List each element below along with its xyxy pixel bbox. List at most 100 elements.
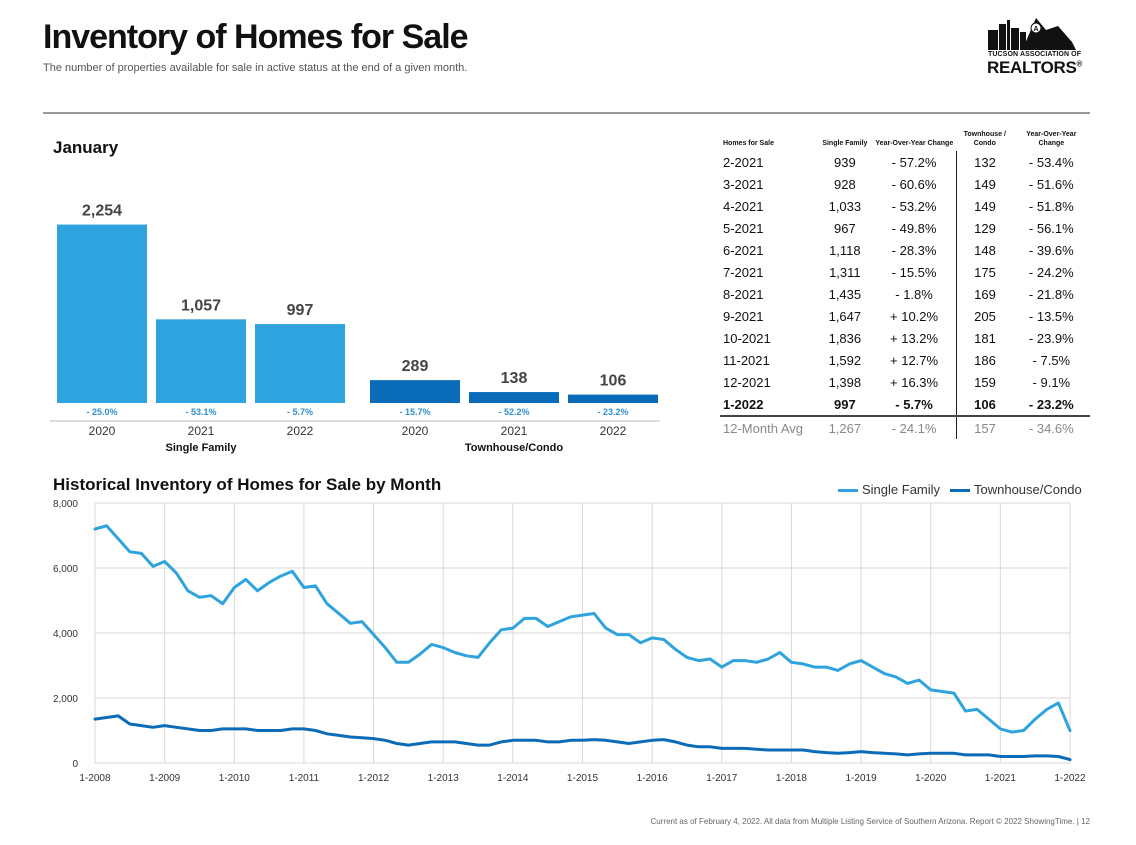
logo-word: REALTORS (987, 58, 1077, 77)
table-cell: 967 (834, 220, 856, 236)
bar-yoy-label: - 15.7% (399, 407, 430, 417)
table-cell: 1,836 (828, 330, 862, 346)
bar-yoy-label: - 25.0% (86, 407, 117, 417)
table-cell: 159 (974, 374, 996, 390)
table-cell: 939 (834, 154, 856, 170)
bar-yoy-label: - 52.2% (498, 407, 529, 417)
table-cell: - 53.4% (1028, 154, 1074, 170)
table-cell: 9-2021 (723, 308, 764, 324)
x-tick-label: 1-2013 (428, 773, 460, 784)
page-subtitle: The number of properties available for s… (43, 62, 468, 74)
x-tick-label: 1-2021 (985, 773, 1017, 784)
table-cell: - 24.1% (871, 415, 958, 439)
table-cell: 132 (974, 154, 996, 170)
table-cell: 175 (974, 264, 996, 280)
bar-year-label: 2020 (402, 424, 429, 438)
january-bar-chart: 2,254 - 25.0% 2020 1,057 - 53.1% 2021 997 - 5.7… (50, 203, 660, 454)
table-row: 11-2021 1,592 + 12.7% 186 - 7.5% (720, 349, 1090, 371)
bar-townhouse-condo-2020 (370, 380, 460, 403)
x-tick-label: 1-2019 (846, 773, 878, 784)
table-cell: - 5.7% (871, 393, 958, 416)
logo-badge-letter: A (1033, 26, 1038, 33)
table-cell: 6-2021 (723, 242, 764, 258)
col-header-sf-yoy: Year-Over-Year Change (875, 140, 954, 147)
table-cell: 8-2021 (723, 286, 764, 302)
bar-single-family-2021 (156, 319, 246, 403)
col-header-th-yoy: Year-Over-Year Change (1026, 131, 1077, 147)
bar-year-label: 2022 (287, 424, 314, 438)
table-cell: - 60.6% (871, 173, 958, 195)
table-cell: - 51.6% (1028, 176, 1074, 192)
table-cell: - 39.6% (1028, 242, 1074, 258)
table-row: 7-2021 1,311 - 15.5% 175 - 24.2% (720, 261, 1090, 283)
table-row: 12-2021 1,398 + 16.3% 159 - 9.1% (720, 371, 1090, 393)
x-tick-label: 1-2017 (706, 773, 738, 784)
table-cell: 3-2021 (723, 176, 764, 192)
table-cell: 1,118 (829, 242, 861, 258)
table-cell: - 21.8% (1028, 286, 1074, 302)
x-tick-label: 1-2009 (149, 773, 181, 784)
x-tick-label: 1-2015 (567, 773, 599, 784)
legend-single-family: Single Family (838, 482, 940, 497)
table-cell: 1,592 (828, 352, 862, 368)
bar-value-label: 138 (501, 370, 528, 387)
table-cell: 12-Month Avg (720, 415, 819, 439)
y-tick-label: 0 (72, 759, 78, 770)
col-header-homes: Homes for Sale (723, 140, 774, 147)
legend-label-townhouse: Townhouse/Condo (974, 482, 1082, 497)
table-cell: 148 (974, 242, 996, 258)
table-cell: 7-2021 (723, 264, 764, 280)
legend-swatch-single-family (838, 489, 858, 493)
table-cell: 928 (834, 176, 856, 192)
legend-swatch-townhouse (950, 489, 970, 493)
series-line-single-family (93, 524, 1072, 734)
bar-year-label: 2022 (600, 424, 627, 438)
table-cell: 186 (974, 352, 996, 368)
table-cell: 205 (974, 308, 996, 324)
series-line-townhouse-condo (93, 714, 1072, 762)
table-cell: - 23.2% (1028, 396, 1074, 412)
table-cell: 10-2021 (723, 330, 771, 346)
bar-value-label: 1,057 (181, 297, 221, 314)
table-header-row: Homes for Sale Single Family Year-Over-Y… (720, 130, 1090, 151)
table-cell: 149 (974, 176, 996, 192)
table-cell: 1,033 (828, 198, 862, 214)
table-row: 6-2021 1,118 - 28.3% 148 - 39.6% (720, 239, 1090, 261)
x-tick-label: 1-2020 (915, 773, 947, 784)
bar-group-label: Townhouse/Condo (465, 442, 563, 454)
table-cell: - 24.2% (1028, 264, 1074, 280)
table-row: 4-2021 1,033 - 53.2% 149 - 51.8% (720, 195, 1090, 217)
historical-line-chart: 1-2008 1-2009 1-2010 1-2011 1-2012 1-2013 1-20… (53, 499, 1086, 784)
table-cell: - 7.5% (1032, 352, 1071, 368)
table-row: 10-2021 1,836 + 13.2% 181 - 23.9% (720, 327, 1090, 349)
table-cell: 169 (974, 286, 996, 302)
footer-note: Current as of February 4, 2022. All data… (650, 817, 1090, 826)
line-chart-title: Historical Inventory of Homes for Sale b… (53, 475, 442, 494)
table-average-row: 12-Month Avg 1,267- 24.1% 157- 34.6% (720, 415, 1090, 439)
table-cell: 1,311 (829, 264, 861, 280)
table-row: 9-2021 1,647 + 10.2% 205 - 13.5% (720, 305, 1090, 327)
x-tick-label: 1-2016 (637, 773, 669, 784)
table-cell: 181 (974, 330, 996, 346)
x-tick-label: 1-2018 (776, 773, 808, 784)
table-cell: 149 (974, 198, 996, 214)
table-cell: - 57.2% (871, 151, 958, 173)
skyline-icon (988, 18, 1076, 50)
y-tick-label: 2,000 (53, 694, 78, 705)
table-cell: - 23.9% (1028, 330, 1074, 346)
logo-line-2: REALTORS® (987, 58, 1082, 78)
table-cell: - 51.8% (1028, 198, 1074, 214)
x-tick-label: 1-2022 (1054, 773, 1086, 784)
table-cell: 129 (974, 220, 996, 236)
y-tick-label: 6,000 (53, 564, 78, 575)
bar-yoy-label: - 53.1% (185, 407, 216, 417)
table-cell: + 10.2% (871, 305, 958, 327)
table-cell: 4-2021 (723, 198, 764, 214)
table-cell: - 49.8% (871, 217, 958, 239)
legend-townhouse: Townhouse/Condo (950, 482, 1082, 497)
y-tick-label: 8,000 (53, 499, 78, 510)
bar-group-label: Single Family (166, 442, 238, 454)
table-cell: - 34.6% (1012, 415, 1090, 439)
col-header-townhouse: Townhouse / Condo (963, 131, 1006, 147)
x-tick-label: 1-2014 (497, 773, 529, 784)
